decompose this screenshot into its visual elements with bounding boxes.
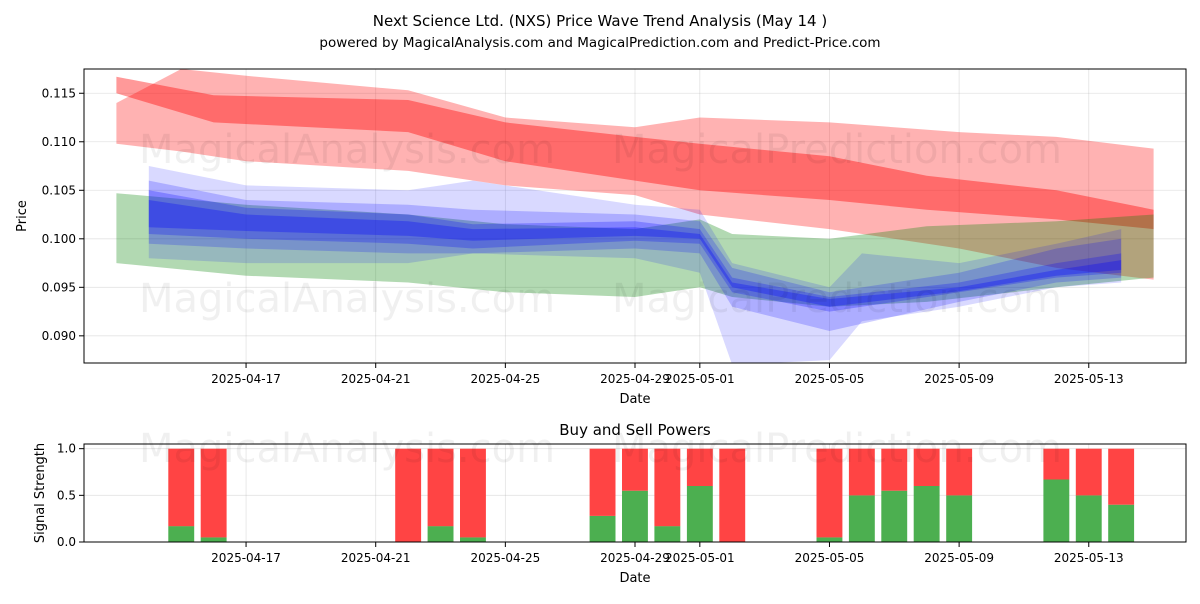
price-band-green [116, 193, 1154, 307]
price-band-blue [148, 190, 1122, 312]
buy-bar [589, 515, 616, 542]
sell-bar [395, 448, 422, 542]
buy-sell-y-axis-label: Signal Strength [33, 443, 48, 543]
sell-bar [848, 448, 875, 496]
buy-bar [200, 537, 227, 542]
sell-bar [427, 448, 454, 527]
price-y-tick-label: 0.090 [42, 329, 76, 343]
buy-bar [654, 526, 681, 542]
sell-bar [200, 448, 227, 538]
buy-sell-x-tick-label: 2025-05-09 [924, 551, 994, 565]
watermark-mid-right: MagicalPrediction.com [612, 276, 1062, 322]
watermark-top-right: MagicalPrediction.com [612, 127, 1062, 173]
sell-bar [654, 448, 681, 527]
price-grid [84, 69, 1186, 363]
buy-sell-x-tick-label: 2025-04-21 [341, 551, 411, 565]
buy-bar [946, 495, 973, 542]
buy-sell-y-ticks: 0.0 0.5 1.0 [57, 442, 84, 549]
buy-bar [622, 490, 648, 542]
sell-bar [946, 448, 973, 496]
price-band-blue [148, 166, 1122, 363]
buy-sell-x-tick-label: 2025-05-05 [795, 551, 865, 565]
buy-sell-y-tick-label: 0.5 [57, 488, 76, 502]
sell-bar [589, 448, 616, 516]
price-chart: MagicalAnalysis.com MagicalPrediction.co… [15, 68, 1187, 407]
price-y-tick-label: 0.095 [42, 280, 76, 294]
buy-bar [686, 486, 713, 542]
price-y-tick-label: 0.105 [42, 183, 76, 197]
buy-bar [168, 526, 195, 542]
buy-sell-chart: Buy and Sell Powers MagicalAnalysis.com … [33, 421, 1187, 586]
price-x-tick-label: 2025-05-01 [665, 372, 735, 386]
price-x-tick-label: 2025-04-21 [341, 372, 411, 386]
buy-bar [848, 495, 875, 542]
buy-sell-y-tick-label: 0.0 [57, 535, 76, 549]
buy-bar [460, 537, 486, 542]
buy-bar [1043, 479, 1070, 542]
buy-sell-x-ticks: 2025-04-17 2025-04-21 2025-04-25 2025-04-29… [211, 542, 1124, 565]
price-x-ticks: 2025-04-17 2025-04-21 2025-04-25 2025-04-29… [211, 363, 1124, 386]
buy-sell-bars [168, 448, 1135, 542]
sell-bar [1108, 448, 1135, 505]
buy-bar [1075, 495, 1102, 542]
sell-bar [460, 448, 486, 538]
buy-bar [1108, 504, 1135, 542]
price-y-tick-label: 0.110 [42, 135, 76, 149]
buy-bar [881, 490, 908, 542]
sell-bar [719, 448, 746, 542]
sell-bar [686, 448, 713, 486]
buy-bar [816, 537, 843, 542]
price-y-axis-label: Price [15, 200, 30, 232]
buy-sell-y-tick-label: 1.0 [57, 442, 76, 456]
watermark-top-left: MagicalAnalysis.com [139, 127, 555, 173]
figure-title: Next Science Ltd. (NXS) Price Wave Trend… [373, 12, 827, 30]
watermark-mid-left: MagicalAnalysis.com [139, 276, 555, 322]
sell-bar [1075, 448, 1102, 496]
buy-sell-x-tick-label: 2025-04-25 [470, 551, 540, 565]
price-x-axis-label: Date [619, 392, 650, 407]
buy-sell-title: Buy and Sell Powers [559, 421, 711, 439]
watermark-bottom-left: MagicalAnalysis.com [139, 426, 555, 472]
sell-bar [168, 448, 195, 527]
buy-sell-x-tick-label: 2025-04-29 [600, 551, 670, 565]
price-x-tick-label: 2025-05-05 [795, 372, 865, 386]
price-x-tick-label: 2025-04-25 [470, 372, 540, 386]
buy-sell-x-tick-label: 2025-05-13 [1054, 551, 1124, 565]
price-y-ticks: 0.090 0.095 0.100 0.105 0.110 0.115 [42, 86, 84, 343]
price-x-tick-label: 2025-05-09 [924, 372, 994, 386]
buy-bar [913, 486, 940, 542]
buy-sell-x-tick-label: 2025-05-01 [665, 551, 735, 565]
buy-sell-x-axis-label: Date [619, 571, 650, 586]
sell-bar [881, 448, 908, 491]
sell-bar [1043, 448, 1070, 480]
price-band-blue [148, 200, 1122, 307]
price-band-red [116, 76, 1154, 230]
price-band-blue [148, 180, 1122, 331]
price-band-red [116, 69, 1154, 280]
price-y-tick-label: 0.100 [42, 232, 76, 246]
buy-bar [427, 526, 454, 542]
price-x-tick-label: 2025-04-17 [211, 372, 281, 386]
price-x-tick-label: 2025-04-29 [600, 372, 670, 386]
sell-bar [622, 448, 648, 491]
price-x-tick-label: 2025-05-13 [1054, 372, 1124, 386]
price-bands [116, 69, 1154, 363]
sell-bar [913, 448, 940, 486]
figure-subtitle: powered by MagicalAnalysis.com and Magic… [319, 35, 880, 51]
price-y-tick-label: 0.115 [42, 86, 76, 100]
sell-bar [816, 448, 843, 538]
buy-sell-x-tick-label: 2025-04-17 [211, 551, 281, 565]
watermark-bottom-right: MagicalPrediction.com [612, 426, 1062, 472]
